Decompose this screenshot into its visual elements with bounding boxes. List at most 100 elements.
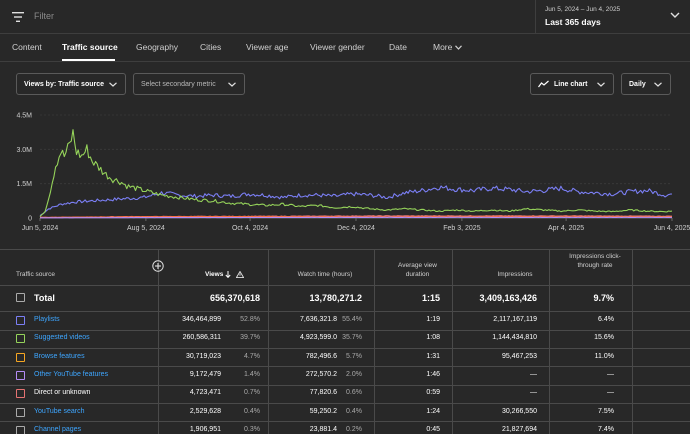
total-views: 656,370,618 [209, 293, 260, 303]
chevron-down-icon [597, 82, 605, 87]
watch-time-percent: 0.4% [346, 407, 362, 415]
header-divider [0, 285, 690, 286]
row-divider [0, 348, 690, 350]
traffic-source-link[interactable]: Suggested videos [34, 334, 90, 342]
chevron-down-icon [670, 12, 680, 18]
total-row: Total 656,370,618 13,780,271.2 1:15 3,40… [0, 286, 690, 311]
traffic-source-link: Direct or unknown [34, 389, 91, 397]
row-checkbox[interactable] [16, 425, 25, 434]
impressions-value: 1,144,434,810 [492, 334, 537, 342]
watch-time-value: 782,496.6 [305, 352, 337, 360]
column-divider [549, 250, 550, 434]
chevron-down-icon [109, 82, 117, 87]
row-checkbox[interactable] [16, 407, 25, 417]
traffic-source-link[interactable]: Browse features [34, 352, 85, 360]
ctr-value: — [607, 370, 614, 378]
table-row: Direct or unknown 4,723,471 0.7% 77,820.6 0.… [0, 385, 690, 403]
header-impressions: Impressions [497, 271, 533, 278]
series-line [39, 185, 673, 217]
series-line [39, 129, 673, 218]
row-checkbox[interactable] [16, 370, 25, 380]
column-divider [268, 250, 269, 434]
add-column-icon[interactable] [152, 260, 164, 272]
watch-time-percent: 0.2% [346, 425, 362, 433]
watch-time-percent: 0.6% [346, 389, 362, 397]
traffic-line-chart[interactable]: 4.5M 3.0M 1.5M 0 Jun 5, 2024 Aug 5, 2024 Oct 4… [0, 104, 690, 244]
interval-dropdown[interactable]: Daily [621, 73, 671, 95]
filter-icon[interactable] [12, 12, 24, 22]
watch-time-value: 272,570.2 [305, 370, 337, 378]
x-tick-label: Apr 4, 2025 [548, 225, 584, 232]
y-tick-label: 4.5M [16, 113, 32, 120]
tab-more[interactable]: More [433, 42, 463, 52]
series-line [39, 216, 673, 219]
views-percent: 52.8% [240, 316, 260, 323]
total-checkbox[interactable] [16, 293, 25, 302]
table-row: YouTube search 2,529,628 0.4% 59,250.2 0.4% 1… [0, 404, 690, 422]
traffic-source-link[interactable]: YouTube search [34, 407, 85, 415]
total-avg-view-duration: 1:15 [421, 293, 440, 303]
impressions-value: 30,266,550 [501, 407, 537, 415]
views-value: 1,906,951 [189, 425, 221, 433]
ctr-value: — [607, 389, 614, 397]
tab-viewer-gender[interactable]: Viewer gender [310, 42, 365, 52]
table-row: Playlists 346,464,899 52.8% 7,636,321.8 55.4… [0, 312, 690, 330]
x-tick-label: Dec 4, 2024 [337, 225, 375, 232]
secondary-metric-label: Select secondary metric [141, 80, 216, 88]
total-watch-time: 13,780,271.2 [309, 293, 362, 303]
tab-viewer-age[interactable]: Viewer age [246, 42, 289, 52]
traffic-source-link[interactable]: Channel pages [34, 425, 82, 433]
row-divider [0, 329, 690, 331]
total-divider [0, 311, 690, 312]
chevron-down-icon [654, 82, 662, 87]
tab-content[interactable]: Content [12, 42, 42, 52]
total-ctr: 9.7% [593, 293, 614, 303]
x-tick-label: Jun 4, 2025 [654, 225, 690, 232]
metric-dropdown[interactable]: Views by: Traffic source [16, 73, 126, 95]
filter-input[interactable]: Filter [34, 11, 54, 21]
watch-time-percent: 5.7% [346, 352, 362, 360]
views-percent: 0.3% [244, 425, 260, 433]
row-checkbox[interactable] [16, 334, 25, 344]
column-divider [452, 250, 453, 434]
tab-date[interactable]: Date [389, 42, 407, 52]
views-value: 4,723,471 [189, 389, 221, 397]
total-label: Total [34, 293, 55, 303]
chart-type-dropdown[interactable]: Line chart [530, 73, 614, 95]
report-tabs: Content Traffic source Geography Cities … [0, 34, 690, 62]
header-ctr: Impressions click-through rate [569, 253, 621, 269]
row-divider [0, 384, 690, 386]
table-row: Browse features 30,719,023 4.7% 782,496.6 5.… [0, 349, 690, 367]
avg-view-duration-value: 1:24 [426, 407, 440, 415]
impressions-value: — [530, 370, 537, 378]
sort-down-icon [225, 270, 231, 278]
watch-time-percent: 55.4% [342, 316, 362, 323]
tab-geography[interactable]: Geography [136, 42, 179, 52]
row-checkbox[interactable] [16, 316, 25, 325]
date-range-label: Last 365 days [545, 17, 601, 27]
column-divider [158, 250, 159, 434]
views-percent: 4.7% [244, 352, 260, 360]
row-checkbox[interactable] [16, 389, 25, 399]
secondary-metric-dropdown[interactable]: Select secondary metric [133, 73, 245, 95]
y-tick-label: 3.0M [16, 147, 32, 154]
metric-dropdown-label: Views by: Traffic source [24, 80, 105, 88]
traffic-source-link[interactable]: Playlists [34, 316, 60, 323]
views-percent: 0.4% [244, 407, 260, 415]
ctr-value: 7.4% [598, 425, 614, 433]
tab-cities[interactable]: Cities [200, 42, 222, 52]
total-impressions: 3,409,163,426 [479, 293, 537, 303]
tab-traffic-source[interactable]: Traffic source [62, 42, 118, 52]
header-traffic-source: Traffic source [16, 271, 56, 278]
header-views[interactable]: Views [205, 270, 244, 279]
views-percent: 1.4% [244, 370, 260, 378]
avg-view-duration-value: 0:45 [426, 425, 440, 433]
row-checkbox[interactable] [16, 352, 25, 362]
ctr-value: 11.0% [594, 352, 614, 360]
views-value: 2,529,628 [189, 407, 221, 415]
traffic-source-link[interactable]: Other YouTube features [34, 370, 109, 378]
impressions-value: 2,117,167,119 [493, 316, 537, 323]
date-range-picker[interactable]: Jun 5, 2024 – Jun 4, 2025 Last 365 days [535, 0, 690, 34]
chevron-down-icon [228, 82, 236, 87]
watch-time-value: 4,923,599.0 [300, 334, 337, 342]
